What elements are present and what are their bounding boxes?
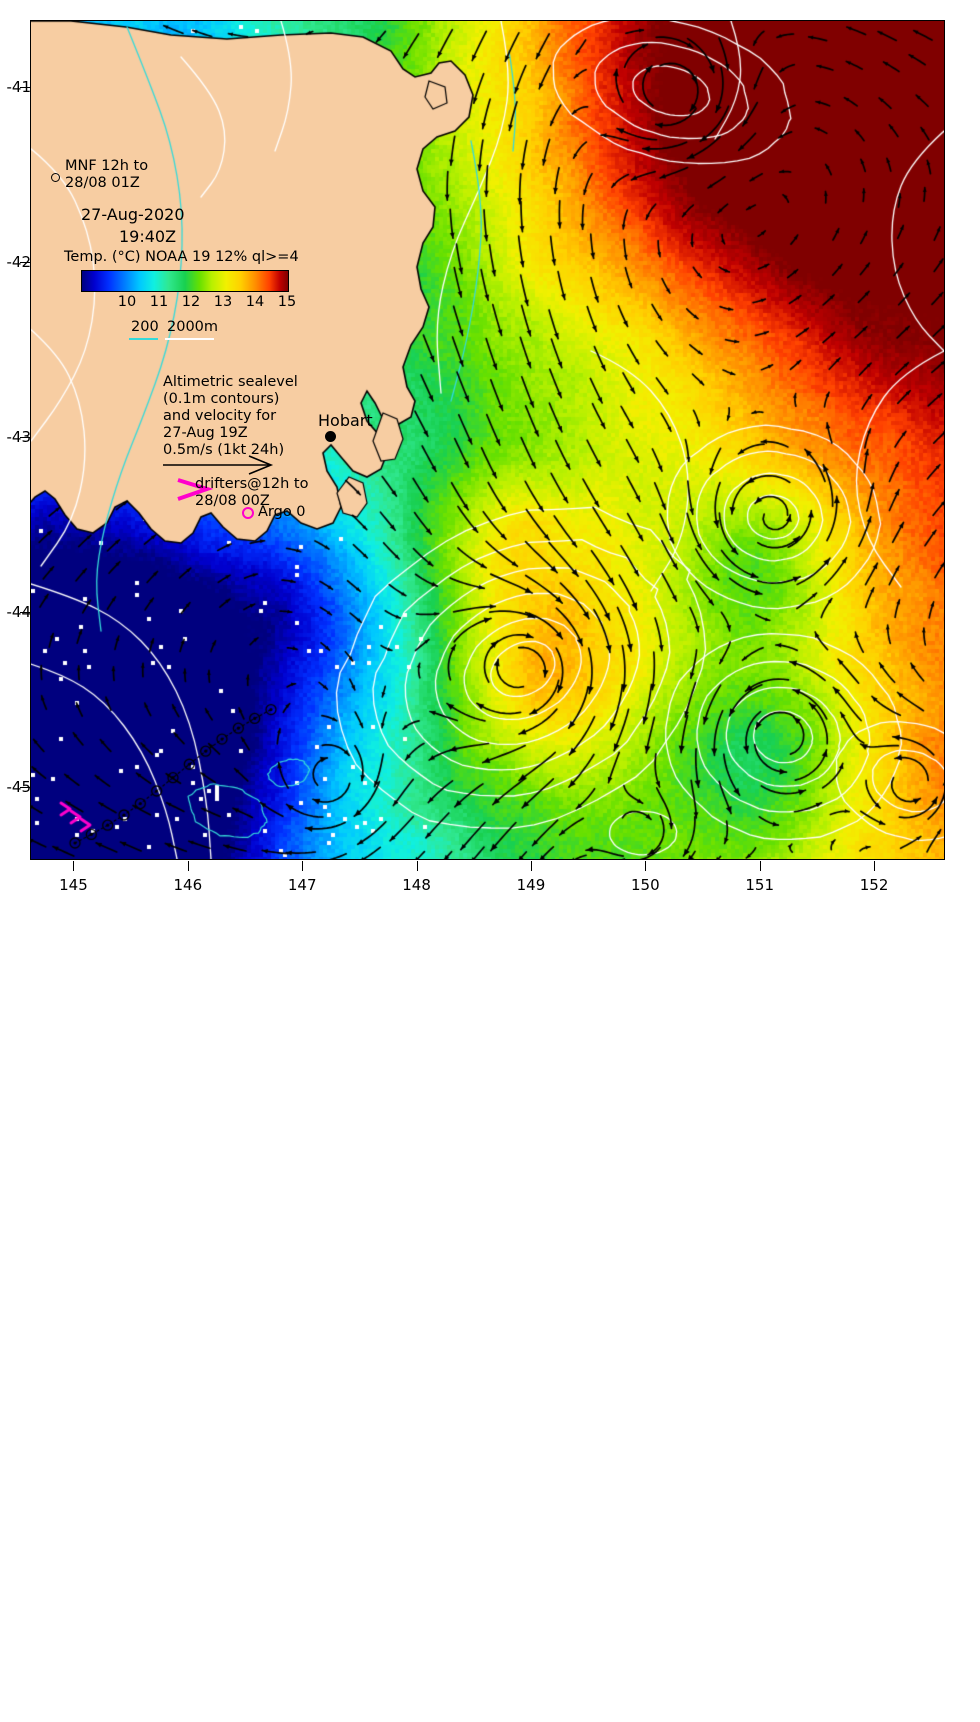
x-tick-mark	[530, 861, 532, 871]
x-tick-label-150: 150	[631, 876, 660, 894]
x-tick-label-151: 151	[745, 876, 775, 894]
mnf-marker-icon	[51, 173, 60, 182]
altimetry-line4: 27-Aug 19Z	[163, 425, 248, 441]
x-tick-mark	[759, 861, 761, 871]
altimetry-line1: Altimetric sealevel	[163, 374, 298, 390]
altimetry-line3: and velocity for	[163, 408, 277, 424]
depth-legend-deep: 2000m	[167, 319, 219, 335]
mnf-label-line2: 28/08 01Z	[65, 175, 140, 191]
mnf-label-line1: MNF 12h to	[65, 158, 149, 174]
velocity-scale-arrow-icon	[163, 455, 274, 475]
y-tick-mark	[20, 611, 31, 613]
temperature-colorbar	[81, 270, 289, 292]
colorbar-tick-11: 11	[149, 294, 169, 310]
argo-marker-icon	[242, 507, 254, 519]
drifter-chevron-icon	[177, 478, 214, 501]
colorbar-tick-10: 10	[117, 294, 137, 310]
altimetry-line2: (0.1m contours)	[163, 391, 280, 407]
x-tick-mark	[874, 861, 876, 871]
argo-label: Argo 0	[258, 504, 306, 520]
x-tick-mark	[645, 861, 647, 871]
x-tick-mark	[302, 861, 304, 871]
x-tick-label-147: 147	[287, 876, 317, 894]
colorbar-title: Temp. (°C) NOAA 19 12% ql>=4	[64, 249, 299, 265]
x-tick-label-146: 146	[173, 876, 203, 894]
y-tick-label--45: -45	[6, 777, 32, 796]
x-tick-label-145: 145	[59, 876, 88, 894]
map-plot-area[interactable]: MNF 12h to 28/08 01Z 27-Aug-2020 19:40Z …	[30, 20, 945, 860]
colorbar-tick-14: 14	[245, 294, 265, 310]
altimetry-line5: 0.5m/s (1kt 24h)	[163, 442, 285, 458]
y-tick-mark	[20, 261, 31, 263]
depth-legend-deep-line	[165, 338, 214, 340]
depth-legend-shallow: 200	[131, 319, 159, 335]
city-marker-hobart	[325, 431, 336, 442]
velocity-and-contour-layer	[31, 21, 944, 859]
x-tick-mark	[416, 861, 418, 871]
x-tick-mark	[187, 861, 189, 871]
y-tick-label--44: -44	[6, 602, 32, 621]
colorbar-tick-12: 12	[181, 294, 201, 310]
x-tick-label-148: 148	[402, 876, 431, 894]
y-tick-mark	[20, 436, 31, 438]
y-tick-label--42: -42	[6, 252, 32, 271]
depth-legend-shallow-line	[129, 338, 158, 340]
city-label-hobart: Hobart	[318, 411, 373, 430]
date-label: 27-Aug-2020	[81, 205, 185, 224]
x-tick-label-152: 152	[859, 876, 889, 894]
y-tick-mark	[20, 786, 31, 788]
y-tick-label--43: -43	[6, 427, 32, 446]
colorbar-tick-15: 15	[277, 294, 297, 310]
y-tick-mark	[20, 86, 31, 88]
drifters-label-line2: 28/08 00Z	[195, 493, 270, 509]
y-tick-label--41: -41	[6, 77, 32, 96]
x-tick-mark	[73, 861, 75, 871]
drifters-label-line1: drifters@12h to	[195, 476, 309, 492]
colorbar-tick-13: 13	[213, 294, 233, 310]
time-label: 19:40Z	[119, 227, 177, 246]
x-tick-label-149: 149	[516, 876, 546, 894]
